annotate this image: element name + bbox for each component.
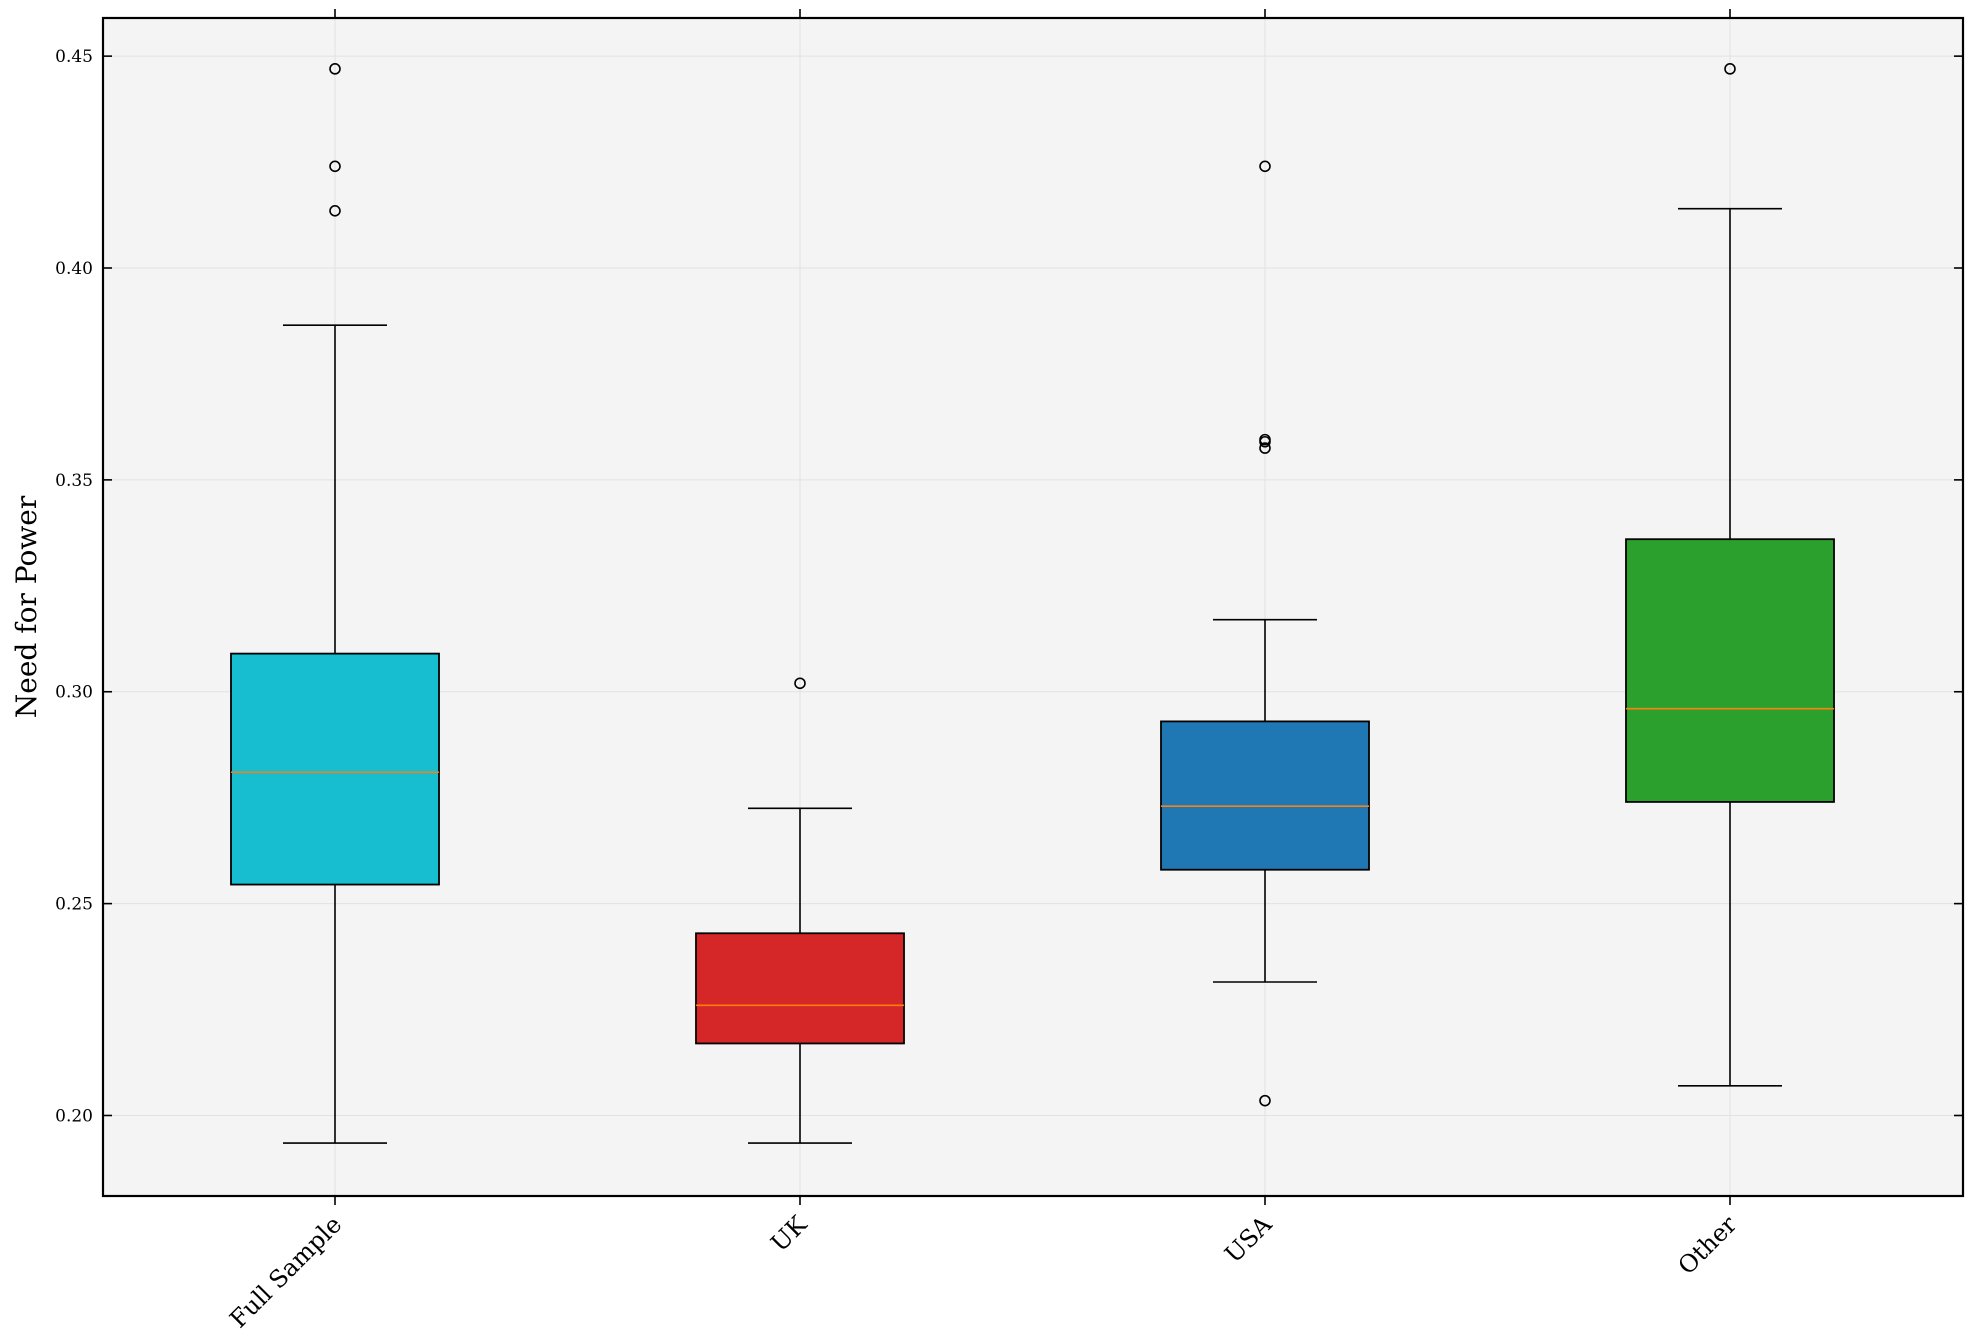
box-group <box>695 677 905 1144</box>
box-group <box>1160 160 1370 1107</box>
box-iqr <box>695 932 905 1045</box>
x-category-label: Other <box>1673 1210 1743 1280</box>
y-tick-label: 0.25 <box>55 895 93 915</box>
box-iqr <box>230 652 440 886</box>
box-group <box>230 63 440 1144</box>
outlier-point <box>794 677 806 690</box>
outlier-point <box>1259 160 1271 173</box>
x-category-label: USA <box>1219 1210 1277 1268</box>
outlier-point <box>1259 1094 1271 1107</box>
outlier-point <box>1259 442 1271 454</box>
y-tick-label: 0.20 <box>55 1106 93 1126</box>
outlier-point <box>329 160 341 173</box>
box-group <box>1625 63 1835 1087</box>
y-tick-label: 0.35 <box>55 471 93 491</box>
y-tick-label: 0.30 <box>55 683 93 703</box>
outlier-point <box>329 205 341 217</box>
box-iqr <box>1625 538 1835 803</box>
x-category-label: UK <box>765 1210 813 1258</box>
x-category-label: Full Sample <box>224 1210 347 1333</box>
outlier-point <box>329 63 341 75</box>
y-tick-label: 0.40 <box>55 259 93 279</box>
box-iqr <box>1160 720 1370 871</box>
y-axis-title: Need for Power <box>10 495 43 718</box>
plot-frame <box>101 16 1965 1198</box>
outlier-point <box>1724 63 1736 75</box>
y-tick-label: 0.45 <box>55 47 93 67</box>
outlier-point <box>1259 433 1271 446</box>
box-series <box>230 63 1835 1144</box>
